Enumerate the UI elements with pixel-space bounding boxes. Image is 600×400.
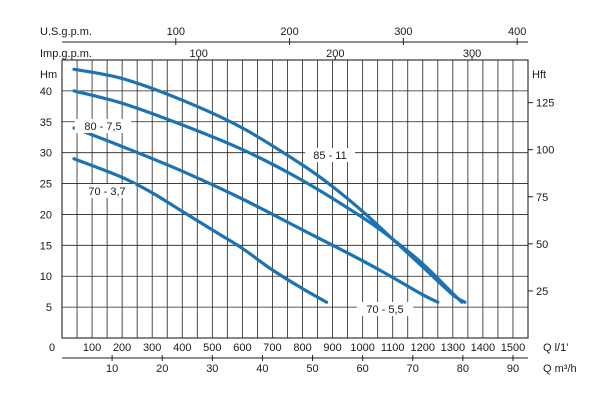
curve-label-1: 85 - 11 — [313, 150, 346, 162]
grid — [62, 60, 528, 338]
x-tick-label-lpm: 100 — [83, 342, 101, 354]
y-tick-label-ft: 25 — [536, 286, 548, 298]
y-tick-label-m: 25 — [40, 179, 52, 191]
y-tick-label-m: 20 — [40, 209, 52, 221]
y-tick-label-m: 10 — [40, 271, 52, 283]
x-tick-label-lpm: 1300 — [441, 342, 465, 354]
y-tick-label-m: 40 — [40, 86, 52, 98]
curve-label-bg — [74, 119, 132, 133]
pump-curve-4 — [72, 157, 329, 304]
x-tick-label-lpm: 1500 — [501, 342, 525, 354]
curve-label-3: 70 - 5,5 — [366, 304, 403, 316]
x-tick-label-m3h: 60 — [357, 363, 369, 375]
x-tick-label-lpm: 700 — [263, 342, 281, 354]
x-tick-label-lpm: 900 — [323, 342, 341, 354]
y-tick-label-ft: 125 — [536, 98, 554, 110]
x-tick-label-lpm: 300 — [143, 342, 161, 354]
curves — [72, 67, 467, 304]
y-tick-label-ft: 50 — [536, 239, 548, 251]
x-tick-label-usgpm: 100 — [167, 26, 185, 38]
x-tick-label-usgpm: 300 — [394, 26, 412, 38]
x-tick-label-m3h: 30 — [206, 363, 218, 375]
x-axis-title-usgpm: U.S.g.p.m. — [40, 26, 92, 38]
x-tick-label-m3h: 50 — [306, 363, 318, 375]
x-tick-label-lpm: 1200 — [411, 342, 435, 354]
pump-curve-3 — [72, 126, 440, 304]
y-axis-title-m: Hm — [40, 69, 57, 81]
x-tick-label-lpm: 1000 — [350, 342, 374, 354]
y-tick-label-ft: 75 — [536, 192, 548, 204]
y-tick-label-m: 15 — [40, 240, 52, 252]
curve-label-2: 80 - 7,5 — [84, 121, 121, 133]
y-tick-label-m: 5 — [46, 302, 52, 314]
x-axis-title-m3h: Q m³/h — [543, 363, 577, 375]
x-tick-label-m3h: 10 — [106, 363, 118, 375]
x-tick-label-impgpm: 200 — [326, 48, 344, 60]
x-tick-label-lpm: 200 — [113, 342, 131, 354]
x-tick-label-m3h: 80 — [457, 363, 469, 375]
curve-label-bg — [78, 184, 136, 198]
y-axis-title-ft: Hft — [532, 69, 546, 81]
x-tick-label-m3h: 20 — [156, 363, 168, 375]
x-tick-label-lpm: 1100 — [381, 342, 405, 354]
x-tick-label-m3h: 90 — [507, 363, 519, 375]
x-tick-label-lpm: 400 — [173, 342, 191, 354]
x-tick-label-lpm: 600 — [233, 342, 251, 354]
x-tick-label-impgpm: 100 — [189, 48, 207, 60]
y-tick-label-m: 30 — [40, 148, 52, 160]
x-axis-title-lpm: Q l/1' — [543, 342, 568, 354]
x-tick-label-lpm: 500 — [203, 342, 221, 354]
x-tick-label-m3h: 70 — [407, 363, 419, 375]
x-tick-label-m3h: 40 — [256, 363, 268, 375]
curve-labels: 85 - 11 80 - 7,5 70 - 5,5 70 - 3,7 — [74, 119, 414, 316]
x-tick-label-lpm: 0 — [49, 342, 55, 354]
x-tick-label-lpm: 1400 — [471, 342, 495, 354]
pump-curve-1 — [72, 67, 467, 304]
y-tick-label-ft: 100 — [536, 145, 554, 157]
x-tick-label-lpm: 800 — [293, 342, 311, 354]
x-axis-title-impgpm: Imp.g.p.m. — [40, 48, 92, 60]
x-tick-label-impgpm: 300 — [463, 48, 481, 60]
x-tick-label-usgpm: 400 — [508, 26, 526, 38]
curve-label-bg — [356, 302, 414, 316]
curve-label-4: 70 - 3,7 — [88, 186, 125, 198]
pump-curve-2 — [72, 89, 464, 304]
x-tick-label-usgpm: 200 — [280, 26, 298, 38]
plot-frame — [61, 59, 529, 339]
axes: 0 100 200 300 400 500 600 700 800 900 1000 1100 1200… — [40, 26, 577, 375]
curve-label-bg — [304, 148, 356, 162]
y-tick-label-m: 35 — [40, 117, 52, 129]
